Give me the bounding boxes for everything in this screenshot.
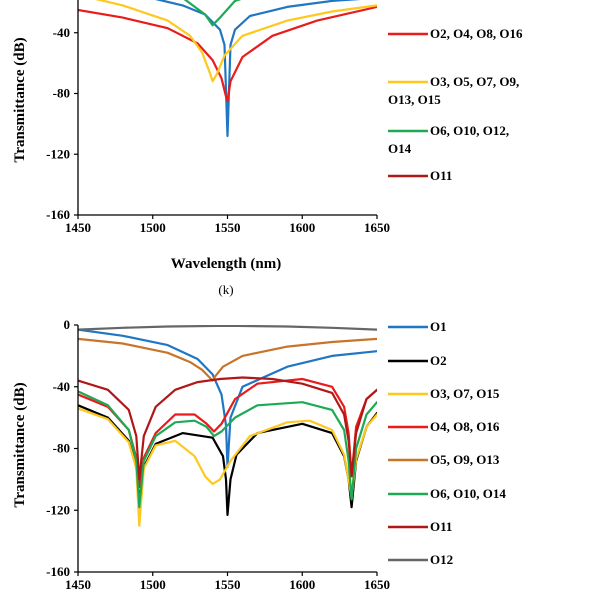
legend-label: O3, O5, O7, O9, O13, O15: [388, 74, 519, 107]
y-tick-label: -40: [53, 25, 70, 40]
series-line-o11: [78, 376, 377, 481]
y-tick-label: -160: [46, 564, 70, 579]
y-tick-label: -40: [53, 379, 70, 394]
legend-label: O6, O10, O12, O14: [388, 123, 509, 156]
panel-label-k: (k): [218, 282, 233, 297]
y-tick-label: -80: [53, 86, 70, 101]
series-line-o2-o4-o8-o16: [78, 5, 377, 103]
legend-item-o11: O11: [388, 519, 452, 534]
series-line-o3-o5-o7-o9-o13-o15: [95, 0, 377, 83]
y-axis-label-top: Transmittance (dB): [12, 37, 28, 162]
x-tick-label: 1650: [364, 577, 390, 592]
chart-bottom: 1450 1500 1550 1600 1650 0 -40 -80 -120 -160 Tran…: [12, 317, 506, 592]
legend-item-o11: O11: [388, 168, 452, 183]
legend-item-o5-o9-o13: O5, O9, O13: [388, 452, 500, 467]
legend-item-o3-o7-o15: O3, O7, O15: [388, 386, 500, 401]
series-line-o5-o9-o13: [78, 337, 377, 382]
legend-label: O11: [430, 519, 452, 534]
x-tick-label: 1650: [364, 220, 390, 235]
series-line-o6-o10-o12-o14: [183, 0, 242, 27]
legend-label: O4, O8, O16: [430, 419, 500, 434]
legend-item-o12: O12: [388, 552, 453, 567]
legend-label: O2: [430, 353, 447, 368]
legend-label: O2, O4, O8, O16: [430, 26, 523, 41]
legend-item-o2: O2: [388, 353, 447, 368]
legend-item-o2-o4-o8-o16: O2, O4, O8, O16: [388, 26, 523, 41]
legend-item-o6-o10-o12-o14: O6, O10, O12, O14: [388, 123, 509, 156]
x-tick-label: 1450: [65, 220, 91, 235]
legend-label: O6, O10, O14: [430, 486, 506, 501]
x-tick-label: 1550: [215, 220, 241, 235]
y-tick-label: -120: [46, 502, 70, 517]
chart-top: 1450 1500 1550 1600 1650 -40 -80 -120 -160 Wavel…: [12, 0, 523, 297]
legend-item-o1: O1: [388, 319, 447, 334]
x-tick-label: 1500: [140, 577, 166, 592]
y-axis-label-bottom: Transmittance (dB): [12, 382, 28, 507]
series-line-o12: [78, 325, 377, 331]
x-tick-label: 1450: [65, 577, 91, 592]
x-tick-label: 1500: [140, 220, 166, 235]
series-line-o6-o10-o14: [78, 390, 377, 509]
legend-item-o3-o5-o7-o9-o13-o15: O3, O5, O7, O9, O13, O15: [388, 74, 519, 107]
y-tick-label: -80: [53, 441, 70, 456]
y-tick-label: -160: [46, 207, 70, 222]
x-tick-label: 1600: [289, 220, 315, 235]
legend-label: O1: [430, 319, 447, 334]
legend-label: O3, O7, O15: [430, 386, 500, 401]
y-tick-label: 0: [64, 317, 71, 332]
legend-item-o6-o10-o14: O6, O10, O14: [388, 486, 506, 501]
y-tick-label: -120: [46, 146, 70, 161]
series-line-o1: [154, 0, 362, 138]
legend-item-o4-o8-o16: O4, O8, O16: [388, 419, 500, 434]
legend-label: O12: [430, 552, 453, 567]
x-tick-label: 1550: [215, 577, 241, 592]
series-line-o1: [78, 328, 377, 469]
legend-label: O11: [430, 168, 452, 183]
x-tick-label: 1600: [289, 577, 315, 592]
legend-label: O5, O9, O13: [430, 452, 500, 467]
x-axis-label-top: Wavelength (nm): [171, 256, 281, 272]
